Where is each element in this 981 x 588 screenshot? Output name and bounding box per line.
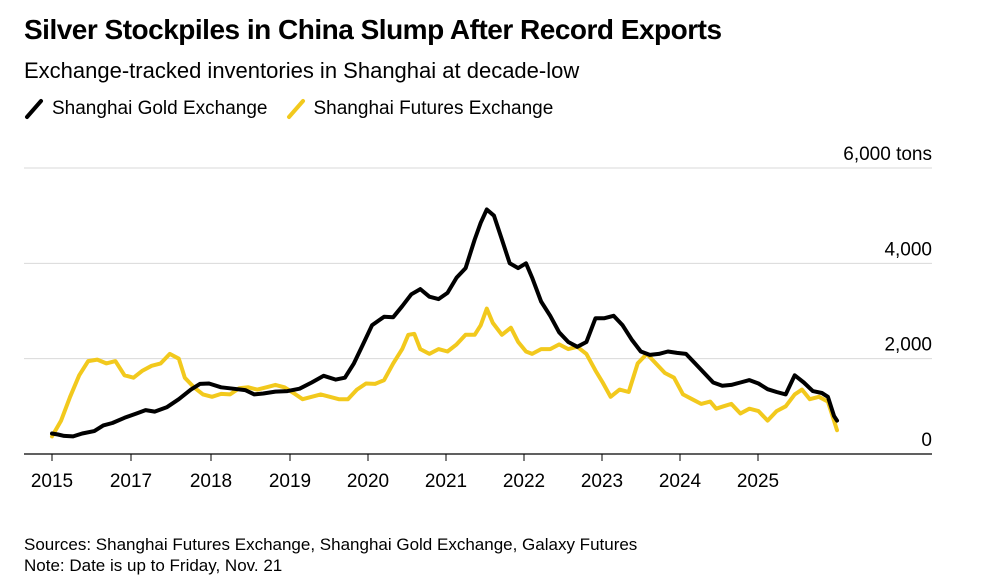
chart-subtitle: Exchange-tracked inventories in Shanghai… (24, 58, 580, 83)
legend-swatch-sge (25, 99, 43, 119)
x-tick-label: 2021 (425, 471, 467, 492)
legend-item-shfe: Shanghai Futures Exchange (286, 98, 554, 120)
legend-item-sge: Shanghai Gold Exchange (24, 98, 268, 120)
footnotes: Sources: Shanghai Futures Exchange, Shan… (24, 534, 637, 576)
legend-label-shfe: Shanghai Futures Exchange (313, 98, 554, 119)
x-tick-label: 2024 (659, 471, 702, 492)
y-tick-label: 2,000 (884, 335, 932, 356)
y-tick-label: 0 (921, 430, 932, 451)
legend-swatch-shfe (286, 99, 305, 119)
series-line-shanghai-gold-exchange (50, 207, 839, 439)
x-tick-label: 2020 (347, 471, 389, 492)
legend-label-sge: Shanghai Gold Exchange (52, 98, 268, 119)
date-note: Note: Date is up to Friday, Nov. 21 (24, 556, 283, 575)
sources-note: Sources: Shanghai Futures Exchange, Shan… (24, 535, 638, 554)
x-tick-label: 2019 (269, 471, 311, 492)
x-tick-label: 2017 (110, 471, 152, 492)
x-tick-label: 2022 (503, 471, 545, 492)
series-line-shanghai-futures-exchange (50, 306, 839, 439)
legend: Shanghai Gold Exchange Shanghai Futures … (24, 98, 571, 120)
x-tick-label: 2023 (581, 471, 623, 492)
x-tick-label: 2018 (190, 471, 232, 492)
x-tick-label: 2025 (737, 471, 779, 492)
line-chart: 0 2,000 4,000 6,000 tons 2015 2017 2018 2019 202… (24, 144, 932, 492)
chart-title: Silver Stockpiles in China Slump After R… (24, 14, 722, 45)
y-tick-label: 6,000 tons (843, 144, 932, 165)
y-tick-label: 4,000 (884, 239, 932, 260)
x-tick-label: 2015 (31, 471, 73, 492)
